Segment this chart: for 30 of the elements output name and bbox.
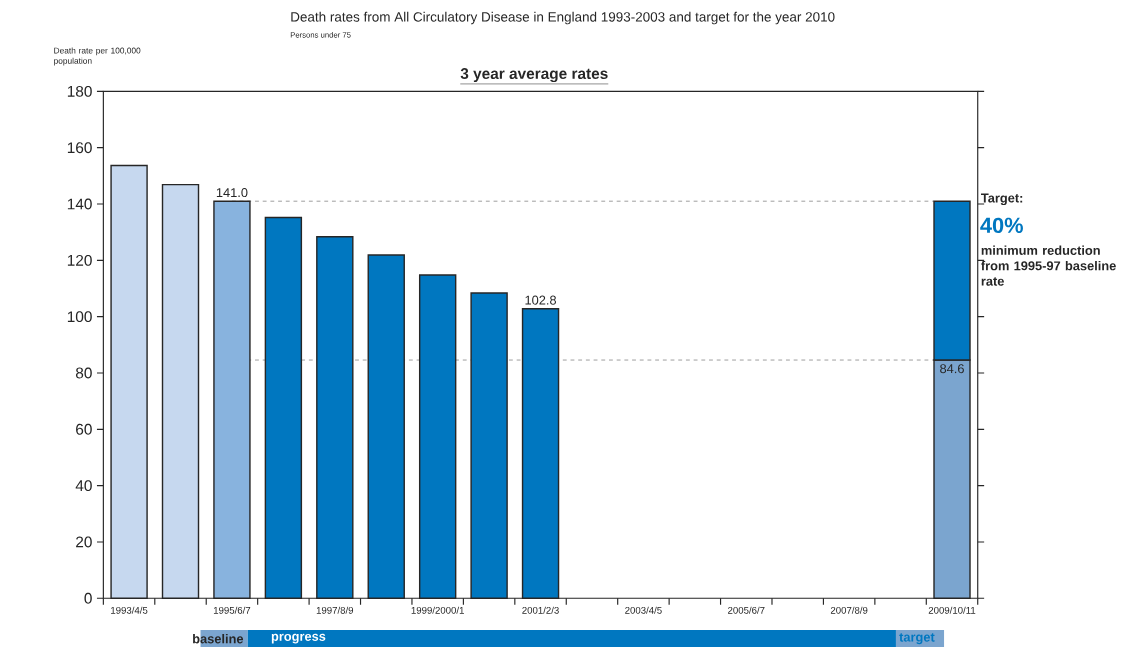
x-tick-label: 1993/4/5 <box>111 606 148 614</box>
y-axis-title: Death rate per 100,000 population <box>54 47 141 66</box>
y-tick-label: 60 <box>76 423 92 435</box>
y-tick-label: 180 <box>67 85 92 97</box>
y-tick-label: 160 <box>67 142 92 153</box>
y-tick-label: 0 <box>84 592 92 604</box>
y-tick-label: 80 <box>75 367 92 379</box>
data-label: 84.6 <box>940 363 964 374</box>
data-label: 102.8 <box>525 295 557 305</box>
text: 40% <box>980 217 1023 233</box>
x-tick-label: 1997/8/9 <box>316 606 354 614</box>
data-label: 141.0 <box>216 187 248 197</box>
text: progress <box>271 633 326 644</box>
y-tick-label: 100 <box>67 311 92 322</box>
x-tick-label: 2003/4/5 <box>625 606 662 614</box>
y-tick-label: 20 <box>76 536 92 548</box>
x-tick-label: 2001/2/3 <box>522 606 559 614</box>
text: Target: <box>981 193 1023 205</box>
text: target <box>899 632 935 645</box>
y-tick-label: 40 <box>75 480 92 491</box>
x-tick-label: 2005/6/7 <box>728 606 765 614</box>
x-tick-label: 1995/6/7 <box>213 606 251 614</box>
text: 3 year average rates <box>460 67 608 82</box>
x-tick-label: 2009/10/11 <box>928 606 976 614</box>
text: minimum reduction from 1995-97 baseline rate <box>981 245 1116 286</box>
chart-title: Death rates from All Circulatory Disease in England 1993-2003 and target for the year 2010 <box>291 11 835 25</box>
x-tick-label: 2007/8/9 <box>830 606 868 614</box>
y-tick-label: 120 <box>67 254 92 266</box>
x-tick-label: 1999/2000/1 <box>411 606 464 614</box>
y-tick-label: 140 <box>67 198 92 210</box>
